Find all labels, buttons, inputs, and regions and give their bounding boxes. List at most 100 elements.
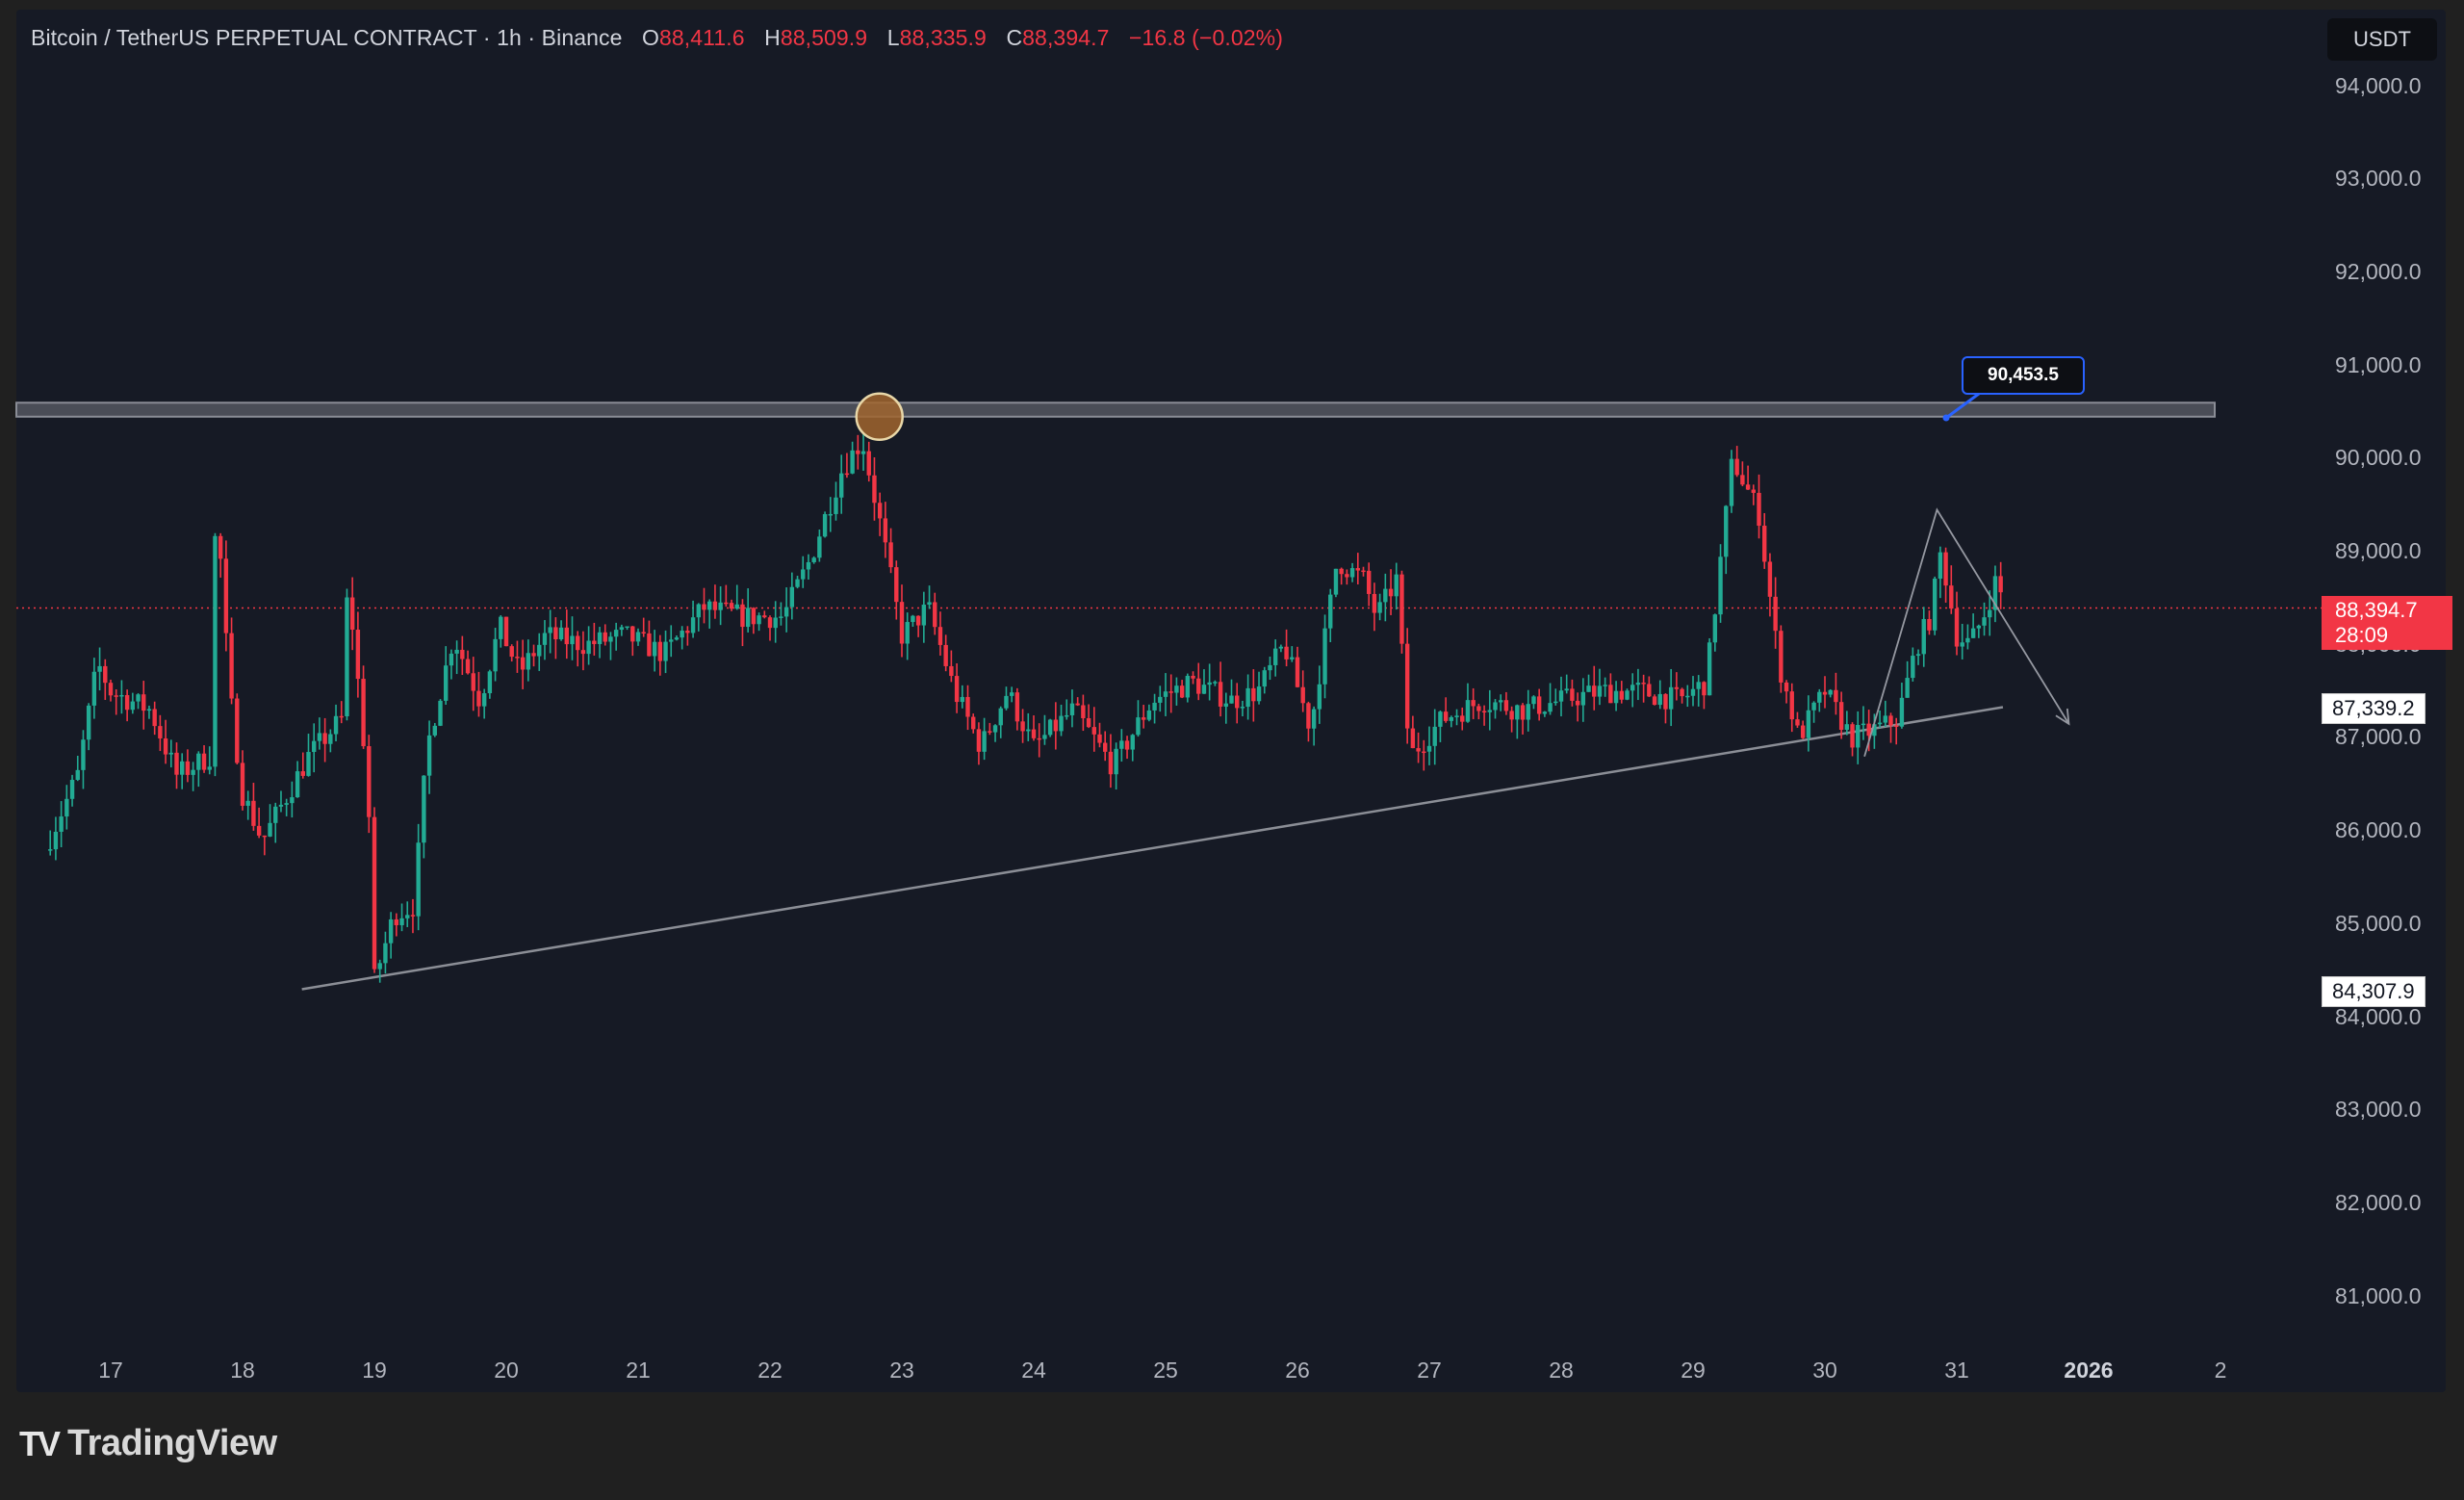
candle-body xyxy=(1383,588,1388,603)
candle-body xyxy=(558,627,564,640)
candle-body xyxy=(1130,735,1135,750)
candle-body xyxy=(669,639,674,642)
candle-body xyxy=(592,640,597,644)
candle-body xyxy=(1982,617,1987,626)
candle-body xyxy=(1278,646,1284,649)
candle-body xyxy=(119,694,124,697)
candle-body xyxy=(509,646,514,658)
candle-body xyxy=(1668,686,1674,710)
candle-body xyxy=(1575,700,1580,706)
candle-body xyxy=(905,622,910,644)
x-tick-label: 21 xyxy=(626,1358,651,1383)
candle-body xyxy=(410,915,416,917)
candle-body xyxy=(1789,691,1794,720)
candle-body xyxy=(471,673,475,691)
tradingview-logo-icon: TV xyxy=(19,1423,61,1463)
candle-body xyxy=(1619,690,1624,700)
candle-body xyxy=(1690,688,1696,696)
candle-body xyxy=(998,708,1003,726)
candle-body xyxy=(603,632,607,642)
candle-body xyxy=(1262,670,1267,687)
candle-body xyxy=(1954,608,1960,647)
candle-body xyxy=(1075,703,1080,706)
candle-body xyxy=(1399,574,1404,644)
candle-body xyxy=(1751,489,1756,493)
candle-body xyxy=(1509,711,1514,720)
candle-body xyxy=(295,771,300,798)
candle-body xyxy=(767,617,773,629)
candle-body xyxy=(613,630,619,637)
symbol-name[interactable]: Bitcoin / TetherUS PERPETUAL CONTRACT · … xyxy=(31,25,623,50)
y-tick-label: 91,000.0 xyxy=(2335,351,2422,377)
candle-body xyxy=(580,650,586,655)
candle-body xyxy=(333,715,339,735)
candle-body xyxy=(971,716,976,730)
candle-body xyxy=(306,752,311,776)
y-tick-label: 90,000.0 xyxy=(2335,445,2422,471)
tradingview-brand[interactable]: TV TradingView xyxy=(19,1423,277,1464)
x-tick-label: 27 xyxy=(1417,1358,1442,1383)
candle-body xyxy=(1361,570,1366,573)
candle-body xyxy=(702,604,706,610)
candle-body xyxy=(1191,675,1195,679)
candle-body xyxy=(361,679,366,747)
candle-body xyxy=(712,601,718,610)
candle-body xyxy=(1724,505,1729,557)
x-tick-label: 2026 xyxy=(2064,1358,2114,1383)
candle-body xyxy=(493,638,498,672)
candle-body xyxy=(779,616,783,618)
candle-body xyxy=(1630,685,1635,691)
candle-body xyxy=(312,740,317,753)
candle-body xyxy=(1894,725,1899,727)
candle-body xyxy=(1174,685,1179,693)
candle-body xyxy=(1927,618,1932,631)
candle-body xyxy=(1454,715,1459,717)
candle-body xyxy=(1806,710,1811,738)
candle-body xyxy=(465,659,471,674)
x-tick-label: 23 xyxy=(889,1358,914,1383)
candle-body xyxy=(290,797,295,804)
candle-body xyxy=(201,753,207,770)
candle-body xyxy=(1481,711,1487,712)
candle-body xyxy=(180,761,185,775)
currency-button[interactable]: USDT xyxy=(2327,18,2437,61)
candle-body xyxy=(1520,705,1526,720)
candle-body xyxy=(1047,719,1053,736)
y-tick-label: 92,000.0 xyxy=(2335,258,2422,284)
candle-body xyxy=(1213,682,1218,684)
candle-body xyxy=(1163,691,1168,697)
candle-body xyxy=(927,602,932,606)
candle-body xyxy=(1856,725,1861,748)
candle-body xyxy=(1272,648,1278,665)
candle-body xyxy=(1284,646,1289,659)
candle-body xyxy=(1476,706,1481,711)
candle-body xyxy=(108,683,114,696)
candle-body xyxy=(268,822,272,837)
price-callout[interactable]: 90,453.5 xyxy=(1962,356,2085,395)
candle-body xyxy=(59,816,64,832)
candle-body xyxy=(1235,695,1240,709)
projection-arrowhead xyxy=(2055,708,2070,726)
candle-body xyxy=(1762,526,1767,562)
candle-body xyxy=(235,698,240,763)
candle-body xyxy=(674,637,680,640)
x-tick-label: 29 xyxy=(1681,1358,1706,1383)
open-label: O xyxy=(642,25,659,50)
y-tick-label: 83,000.0 xyxy=(2335,1097,2422,1123)
candle-body xyxy=(883,518,888,543)
candle-body xyxy=(245,800,250,806)
candle-body xyxy=(355,630,361,680)
candle-body xyxy=(1592,685,1597,697)
candle-body xyxy=(1899,697,1905,727)
candle-body xyxy=(1158,696,1163,703)
candle-body xyxy=(300,771,305,776)
candle-body xyxy=(1037,737,1041,740)
candle-body xyxy=(185,761,191,775)
candle-body xyxy=(345,597,349,717)
ascending-trendline xyxy=(301,706,2004,991)
candle-body xyxy=(1031,729,1037,738)
candle-body xyxy=(1784,682,1789,692)
candle-body xyxy=(635,632,641,642)
candle-body xyxy=(1757,492,1761,527)
